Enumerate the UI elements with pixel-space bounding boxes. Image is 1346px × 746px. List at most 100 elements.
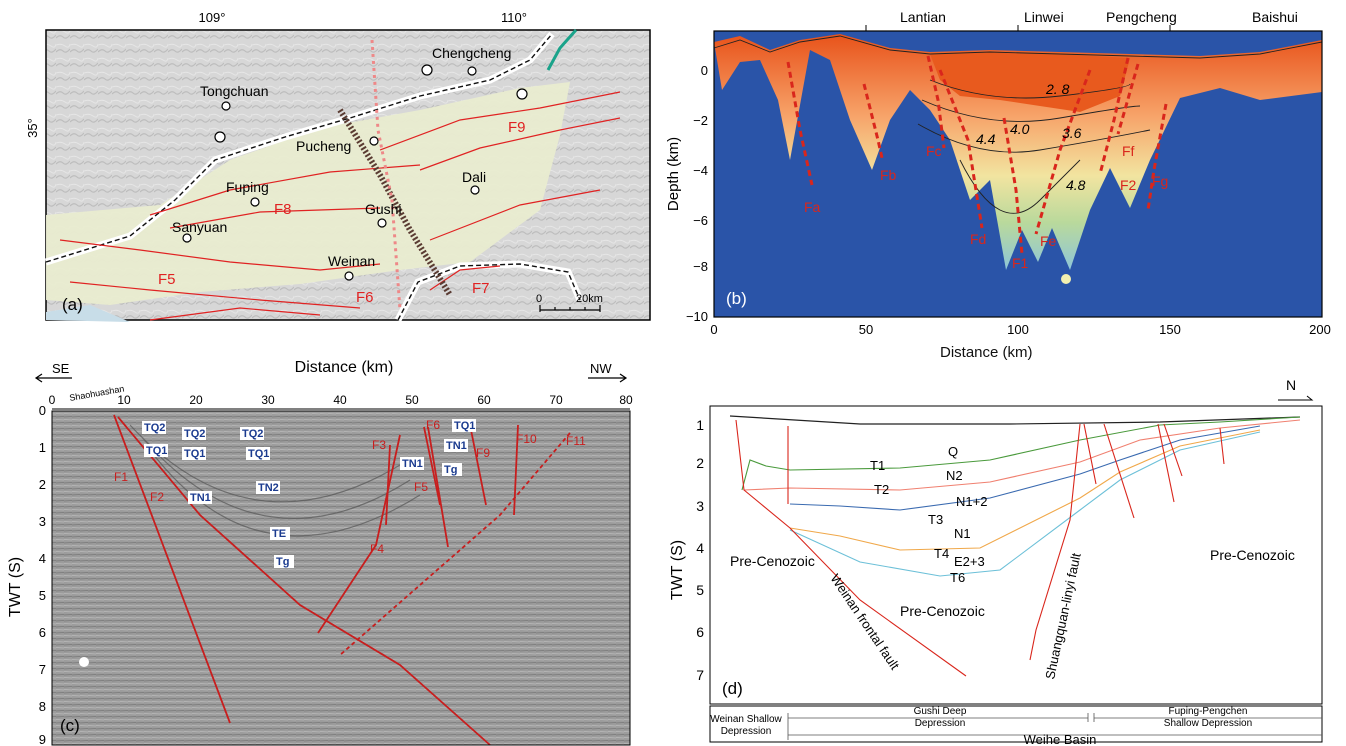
- basin-area: [46, 82, 570, 305]
- distance-title-c: Distance (km): [295, 359, 394, 376]
- unit-weinan-2: Depression: [721, 726, 772, 737]
- panel-b-label: (b): [726, 289, 747, 308]
- lon-tick-109: 109°: [199, 10, 226, 25]
- ytick-c-3: 3: [39, 514, 46, 529]
- fault-f2: F2: [1120, 177, 1137, 193]
- fault-labels-a: F9 F8 F5 F6 F7: [158, 119, 526, 306]
- fault-c-f2: F2: [150, 490, 164, 504]
- ytick-b-0: 0: [701, 63, 708, 78]
- precenozoic-left: Pre-Cenozoic: [730, 553, 815, 569]
- layer-c-te: TE: [272, 528, 286, 540]
- panel-c-seismic: Distance (km) SE NW Shaohuashan 0 10 20 …: [7, 359, 633, 746]
- layer-d-e2-3: E2+3: [954, 554, 985, 569]
- ytick-b-2: −2: [693, 113, 708, 128]
- ytick-b-4: −4: [693, 163, 708, 178]
- layer-labels-c: TQ2 TQ2 TQ2 TQ1 TQ1 TQ1 TQ1 TN1 TN1 TN1 …: [142, 419, 476, 568]
- ytick-c-1: 1: [39, 440, 46, 455]
- lon-tick-110: 110°: [501, 10, 527, 25]
- place-labels: Lantian Linwei Pengcheng Baishui: [900, 9, 1298, 25]
- panel-d-label: (d): [722, 679, 743, 698]
- xtick-c-70: 70: [549, 393, 563, 407]
- layer-d-q: Q: [948, 444, 958, 459]
- contour-4-8: 4.8: [1066, 177, 1086, 193]
- ytick-b-6: −6: [693, 213, 708, 228]
- city-tongchuan: Tongchuan: [200, 83, 269, 99]
- surface-line: [729, 415, 1301, 425]
- layer-c-tq1-3: TQ1: [248, 448, 269, 460]
- city-dali: Dali: [462, 169, 486, 185]
- fault-f7: F7: [472, 280, 490, 297]
- fault-f6: F6: [356, 289, 374, 306]
- ytick-c-5: 5: [39, 588, 46, 603]
- xtick-b-100: 100: [1007, 322, 1029, 337]
- unit-bar: Weinan Shallow Depression Gushi Deep Dep…: [709, 705, 1323, 746]
- fault-ff: Ff: [1122, 143, 1135, 159]
- top-axis: [714, 25, 1322, 32]
- scale-bar: 0 20km: [536, 293, 603, 312]
- fault-lines-c: [113, 414, 571, 746]
- unit-bar-frame: [709, 705, 1323, 743]
- city-pucheng: Pucheng: [296, 138, 351, 154]
- layer-d-t2: T2: [874, 482, 889, 497]
- layer-c-tq2-1: TQ2: [144, 422, 165, 434]
- fault-labels-c: F1 F2 F3 F4 F5 F6 F9 F10 F11: [114, 418, 586, 556]
- y-ticks-d: 1 2 3 4 5 6 7: [696, 417, 704, 683]
- unit-fuping-2: Shallow Depression: [1164, 718, 1252, 729]
- north-margin-fault: [45, 33, 553, 263]
- layer-c-tg-2: Tg: [444, 464, 457, 476]
- south-margin-fault: [397, 263, 581, 321]
- city-chengcheng: Chengcheng: [432, 45, 511, 61]
- ytick-c-6: 6: [39, 625, 46, 640]
- ytick-c-8: 8: [39, 699, 46, 714]
- city-weinan: Weinan: [328, 253, 375, 269]
- layer-c-tq2-2: TQ2: [184, 428, 205, 440]
- ytick-d-7: 7: [696, 667, 704, 683]
- ytick-d-1: 1: [696, 417, 704, 433]
- xtick-c-0: 0: [49, 393, 56, 407]
- green-river: [546, 29, 578, 71]
- se-label: SE: [52, 361, 70, 376]
- layer-d-t6: T6: [950, 570, 965, 585]
- ytick-c-7: 7: [39, 662, 46, 677]
- lat-tick-35: 35°: [25, 118, 40, 138]
- y-ticks-b: 0 −2 −4 −6 −8 −10: [686, 63, 708, 324]
- seismic-bg: [52, 411, 630, 745]
- ylabel-b: Depth (km): [665, 137, 682, 211]
- x-ticks-c: 0 10 20 30 40 50 60 70 80: [49, 393, 633, 407]
- xtick-b-150: 150: [1159, 322, 1181, 337]
- fault-fe: Fe: [1040, 233, 1057, 249]
- fault-f8: F8: [274, 201, 292, 218]
- white-blob: [79, 657, 89, 667]
- layer-c-tn1-1: TN1: [190, 492, 211, 504]
- precenozoic-center: Pre-Cenozoic: [900, 603, 985, 619]
- panel-a-label: (a): [62, 295, 83, 314]
- nw-arrow: [588, 373, 628, 383]
- fault-c-f4: F4: [370, 542, 384, 556]
- layer-d-n2: N2: [946, 468, 963, 483]
- contour-4-0: 4.0: [1010, 121, 1030, 137]
- city-fuping: Fuping: [226, 179, 269, 195]
- unit-gushi-1: Gushi Deep: [914, 706, 967, 717]
- fault-f5: F5: [158, 271, 176, 288]
- xtick-c-30: 30: [261, 393, 275, 407]
- plot-frame: [713, 30, 1323, 318]
- contour-4-4: 4.4: [976, 131, 996, 147]
- ytick-c-0: 0: [39, 403, 46, 418]
- ytick-c-2: 2: [39, 477, 46, 492]
- xtick-b-200: 200: [1309, 322, 1331, 337]
- fault-fg: Fg: [1152, 173, 1168, 189]
- unit-weinan-1: Weinan Shallow: [710, 714, 782, 725]
- river: [46, 305, 130, 322]
- layer-d-t4: T4: [934, 546, 949, 561]
- contour-3-6: 3.6: [1062, 125, 1082, 141]
- faults-d: [735, 419, 1225, 677]
- ylabel-d: TWT (S): [669, 540, 686, 600]
- city-markers: [182, 64, 528, 281]
- ytick-c-4: 4: [39, 551, 46, 566]
- unit-fuping-1: Fuping-Pengchen: [1169, 706, 1248, 717]
- xtick-b-50: 50: [859, 322, 873, 337]
- layer-c-tn1-2: TN1: [402, 458, 423, 470]
- city-gushi: Gushi: [365, 201, 402, 217]
- section-frame: [709, 405, 1323, 705]
- unit-gushi-2: Depression: [915, 718, 966, 729]
